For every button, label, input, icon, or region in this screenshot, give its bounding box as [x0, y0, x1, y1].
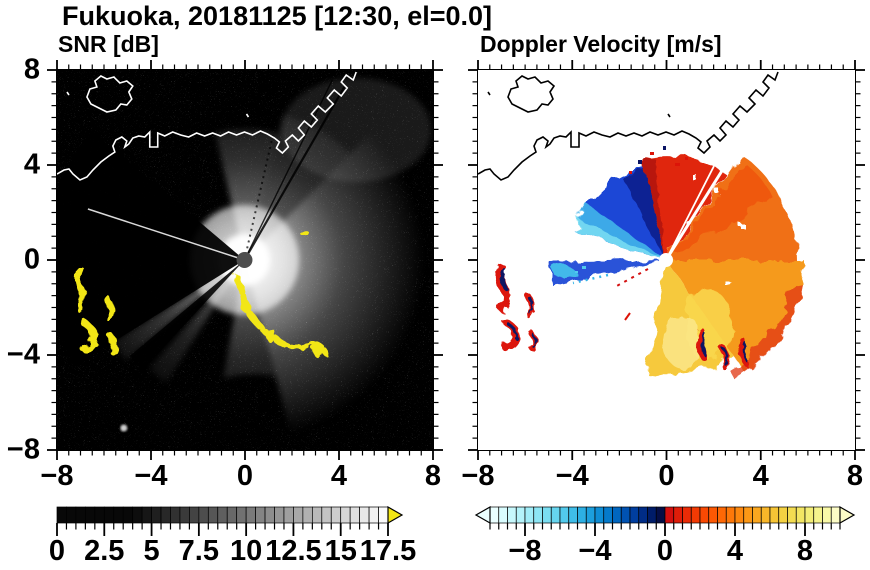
snr-colorbar-over-arrow — [387, 505, 404, 525]
snr-bright-ray — [87, 208, 245, 261]
figure-title: Fukuoka, 20181125 [12:30, el=0.0] — [62, 1, 493, 31]
x-tick-label: 8 — [846, 460, 864, 492]
doppler-panel-title: Doppler Velocity [m/s] — [480, 31, 722, 57]
doppler-speckle-pixels — [575, 146, 688, 321]
y-tick-label: −4 — [6, 338, 40, 371]
doppler-colorbar-label: 4 — [726, 535, 744, 567]
x-tick-label: −8 — [40, 460, 74, 492]
doppler-colorbar-label: −4 — [578, 535, 612, 567]
doppler-velocity-fan — [550, 154, 804, 380]
snr-colorbar-label: 17.5 — [359, 535, 417, 567]
snr-colorbar-label: 2.5 — [84, 535, 125, 567]
snr-ppi-image — [57, 70, 433, 450]
doppler-data-gap-rays — [572, 157, 732, 289]
doppler-colorbar-under-arrow — [474, 505, 491, 525]
snr-colorbar-label: 15 — [324, 535, 357, 567]
x-tick-label: 4 — [752, 460, 769, 492]
radar-center-disk — [236, 252, 253, 268]
snr-point-echo — [120, 424, 128, 432]
snr-colorbar-label: 0 — [48, 535, 66, 567]
x-tick-label: −8 — [461, 460, 495, 492]
x-tick-label: 4 — [330, 460, 348, 492]
snr-colorbar-label: 12.5 — [265, 535, 322, 567]
radar-center-hole — [659, 253, 673, 267]
snr-colorbar-label: 10 — [230, 535, 263, 567]
doppler-colorbar-label: −8 — [508, 535, 542, 567]
doppler-ppi-image — [478, 70, 855, 450]
y-tick-label: 8 — [23, 53, 40, 86]
doppler-colorbar-over-arrow — [839, 505, 856, 525]
snr-panel-title: SNR [dB] — [58, 31, 159, 57]
doppler-ship-echoes — [495, 264, 750, 369]
x-tick-label: 0 — [658, 460, 675, 492]
x-tick-label: −4 — [134, 460, 168, 492]
snr-colorbar-label: 7.5 — [178, 535, 220, 567]
doppler-colorbar-label: 8 — [796, 535, 814, 567]
y-tick-label: −8 — [6, 433, 40, 466]
y-tick-label: 0 — [23, 243, 40, 276]
snr-colorbar — [56, 505, 404, 536]
x-tick-label: 0 — [236, 460, 254, 492]
colorbars — [56, 505, 856, 536]
snr-colorbar-label: 5 — [143, 535, 160, 567]
doppler-colorbar — [474, 505, 856, 536]
snr-ship-echoes — [75, 230, 331, 358]
y-tick-label: 4 — [23, 148, 40, 181]
x-tick-label: 8 — [424, 460, 442, 492]
doppler-colorbar-label: 0 — [656, 535, 674, 567]
doppler-axes-frame — [468, 60, 865, 460]
x-tick-label: −4 — [555, 460, 589, 492]
snr-blocked-sectors — [57, 79, 346, 370]
